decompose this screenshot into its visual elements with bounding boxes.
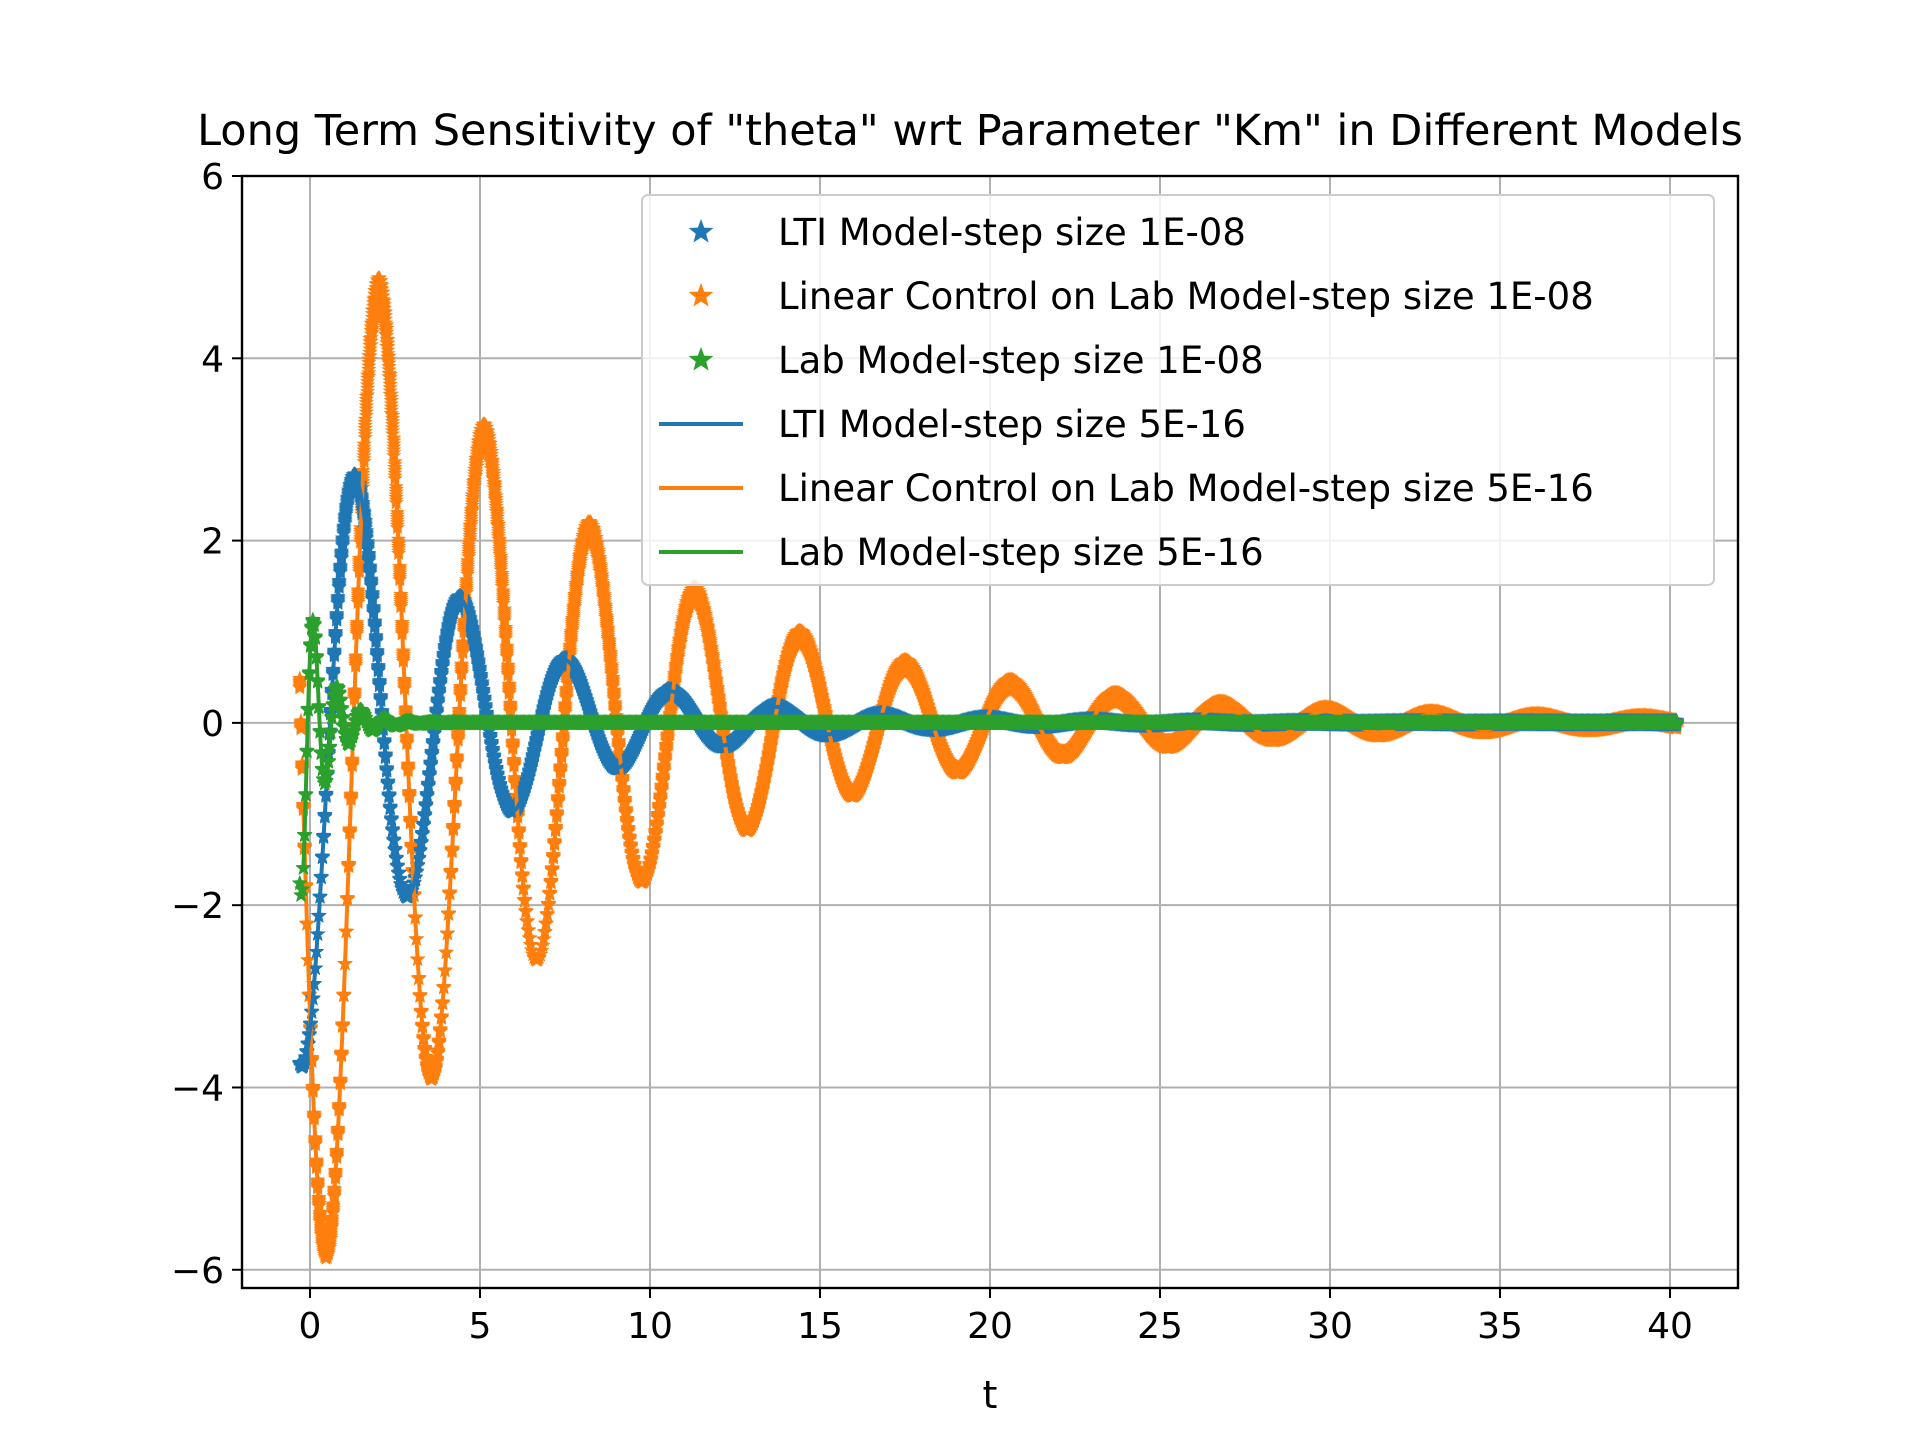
- y-tick-label: −4: [171, 1068, 224, 1109]
- x-tick-label: 0: [299, 1306, 322, 1347]
- legend-box: [641, 194, 1715, 586]
- legend-entry-4: LTI Model-step size 5E-16: [659, 403, 1246, 446]
- y-tick-label: 6: [201, 157, 224, 198]
- legend-label: LTI Model-step size 5E-16: [778, 403, 1246, 446]
- legend-label: Linear Control on Lab Model-step size 5E…: [778, 467, 1594, 510]
- legend-star-marker: [688, 219, 714, 243]
- series-6-solid-line: [301, 617, 1677, 873]
- y-tick-label: −2: [171, 886, 224, 927]
- legend-label: Linear Control on Lab Model-step size 1E…: [778, 275, 1594, 318]
- series-line: [301, 617, 1677, 873]
- legend-entry-1: LTI Model-step size 1E-08: [688, 211, 1246, 254]
- legend-label: Lab Model-step size 1E-08: [778, 339, 1264, 382]
- x-axis-label: t: [983, 1373, 998, 1417]
- y-tick-label: 4: [201, 339, 224, 380]
- x-tick-label: 20: [967, 1306, 1013, 1347]
- legend-star-marker: [688, 283, 714, 307]
- y-tick-label: 2: [201, 522, 224, 563]
- x-tick-label: 30: [1307, 1306, 1353, 1347]
- x-tick-label: 40: [1647, 1306, 1693, 1347]
- x-tick-label: 15: [797, 1306, 843, 1347]
- y-tick-label: 0: [201, 704, 224, 745]
- legend-entry-3: Lab Model-step size 1E-08: [688, 339, 1264, 382]
- legend-entry-2: Linear Control on Lab Model-step size 1E…: [688, 275, 1594, 318]
- plot-series: [292, 269, 1685, 1265]
- legend-entry-5: Linear Control on Lab Model-step size 5E…: [659, 467, 1594, 510]
- x-tick-label: 35: [1477, 1306, 1523, 1347]
- y-tick-label: −6: [171, 1251, 224, 1292]
- chart-title: Long Term Sensitivity of "theta" wrt Par…: [197, 106, 1743, 156]
- legend-star-marker: [688, 347, 714, 371]
- x-tick-label: 10: [627, 1306, 673, 1347]
- legend-label: LTI Model-step size 1E-08: [778, 211, 1246, 254]
- x-tick-label: 5: [469, 1306, 492, 1347]
- legend-entry-6: Lab Model-step size 5E-16: [659, 531, 1264, 574]
- x-tick-label: 25: [1137, 1306, 1183, 1347]
- legend: LTI Model-step size 1E-08 Linear Control …: [641, 194, 1715, 586]
- legend-label: Lab Model-step size 5E-16: [778, 531, 1264, 574]
